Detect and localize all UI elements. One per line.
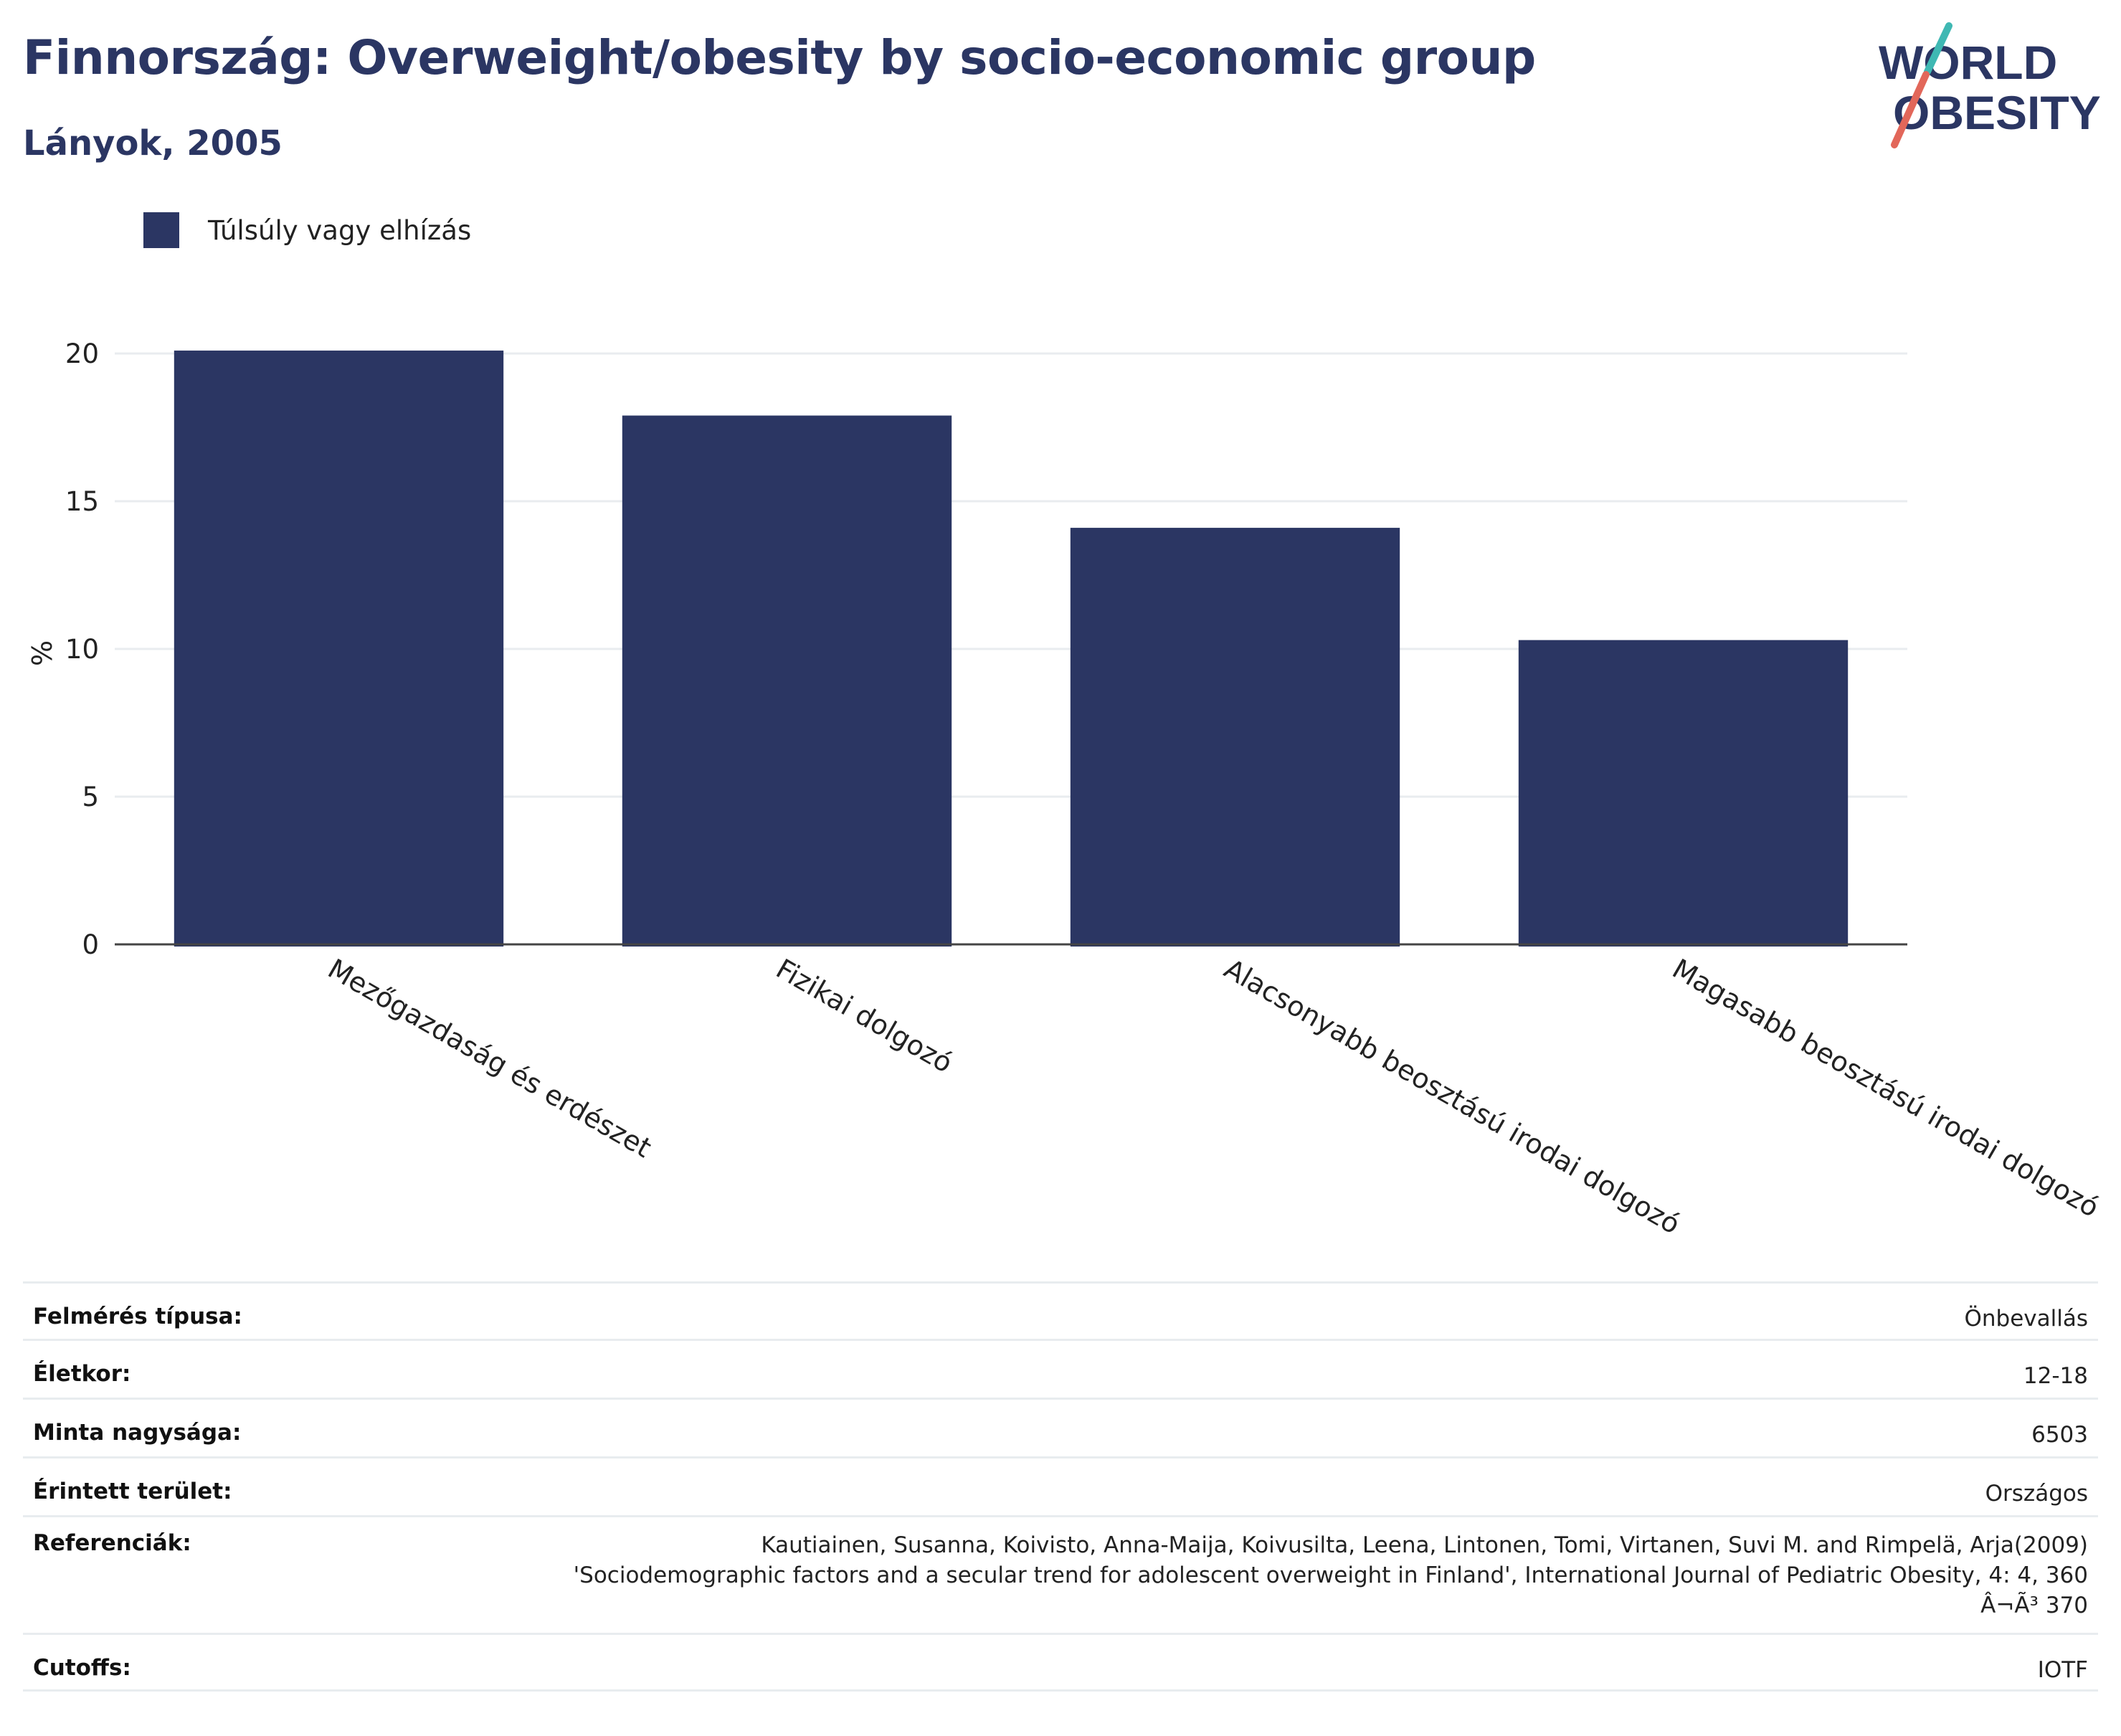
legend-swatch: [143, 212, 179, 248]
y-tick-label: 15: [65, 486, 99, 517]
info-row: Életkor: 12-18: [23, 1339, 2098, 1398]
chart-subtitle: Lányok, 2005: [23, 123, 283, 163]
info-key: Minta nagysága:: [33, 1420, 242, 1446]
info-row: Felmérés típusa: Önbevallás: [23, 1281, 2098, 1339]
logo-word-obesity: OBESITY: [1893, 86, 2101, 139]
chart-legend: Túlsúly vagy elhízás: [143, 212, 471, 248]
legend-label: Túlsúly vagy elhízás: [208, 214, 472, 246]
x-tick-label: Alacsonyabb beosztású irodai dolgozó: [1219, 953, 1686, 1241]
info-value: 12-18: [2023, 1363, 2088, 1389]
y-tick-label: 0: [82, 929, 99, 960]
info-row: Referenciák: Kautiainen, Susanna, Koivist…: [23, 1515, 2098, 1633]
chart-title: Finnország: Overweight/obesity by socio-…: [23, 30, 1536, 85]
x-tick-label: Fizikai dolgozó: [771, 953, 958, 1079]
x-tick-label: Mezőgazdaság és erdészet: [323, 953, 657, 1164]
x-tick-label: Magasabb beosztású irodai dolgozó: [1667, 953, 2105, 1223]
y-tick-label: 20: [65, 338, 99, 369]
bar: [174, 350, 504, 947]
info-row: Minta nagysága: 6503: [23, 1398, 2098, 1456]
info-key: Érintett terület:: [33, 1479, 232, 1504]
bar: [1070, 528, 1400, 947]
info-key: Életkor:: [33, 1361, 131, 1387]
info-key: Felmérés típusa:: [33, 1304, 242, 1329]
info-value: Kautiainen, Susanna, Koivisto, Anna-Maij…: [573, 1532, 2088, 1618]
logo-slash-coral: [1891, 71, 1930, 148]
info-row: Érintett terület: Országos: [23, 1456, 2098, 1515]
info-value: 6503: [2031, 1422, 2088, 1448]
logo-word-world: WORLD: [1879, 36, 2057, 89]
logo-slash-teal: [1924, 22, 1952, 75]
y-tick-label: 10: [65, 634, 99, 665]
bar: [622, 415, 952, 947]
y-tick-label: 5: [82, 782, 99, 812]
info-key: Referenciák:: [33, 1530, 191, 1556]
y-axis-label: %: [27, 640, 58, 666]
info-row: Cutoffs: IOTF: [23, 1633, 2098, 1692]
world-obesity-logo: WORLD OBESITY: [1879, 22, 2101, 148]
bar-chart: 0 5 10 15 20% Mezőgazdaság és erdészet Fizikai…: [27, 338, 2105, 1241]
info-value: IOTF: [2037, 1657, 2088, 1683]
info-value: Önbevallás: [1964, 1306, 2088, 1332]
survey-info-table: Felmérés típusa: Önbevallás Életkor: 12-18 M…: [23, 1281, 2098, 1692]
info-key: Cutoffs:: [33, 1655, 131, 1681]
bar: [1518, 640, 1849, 947]
info-value: Országos: [1985, 1481, 2088, 1507]
